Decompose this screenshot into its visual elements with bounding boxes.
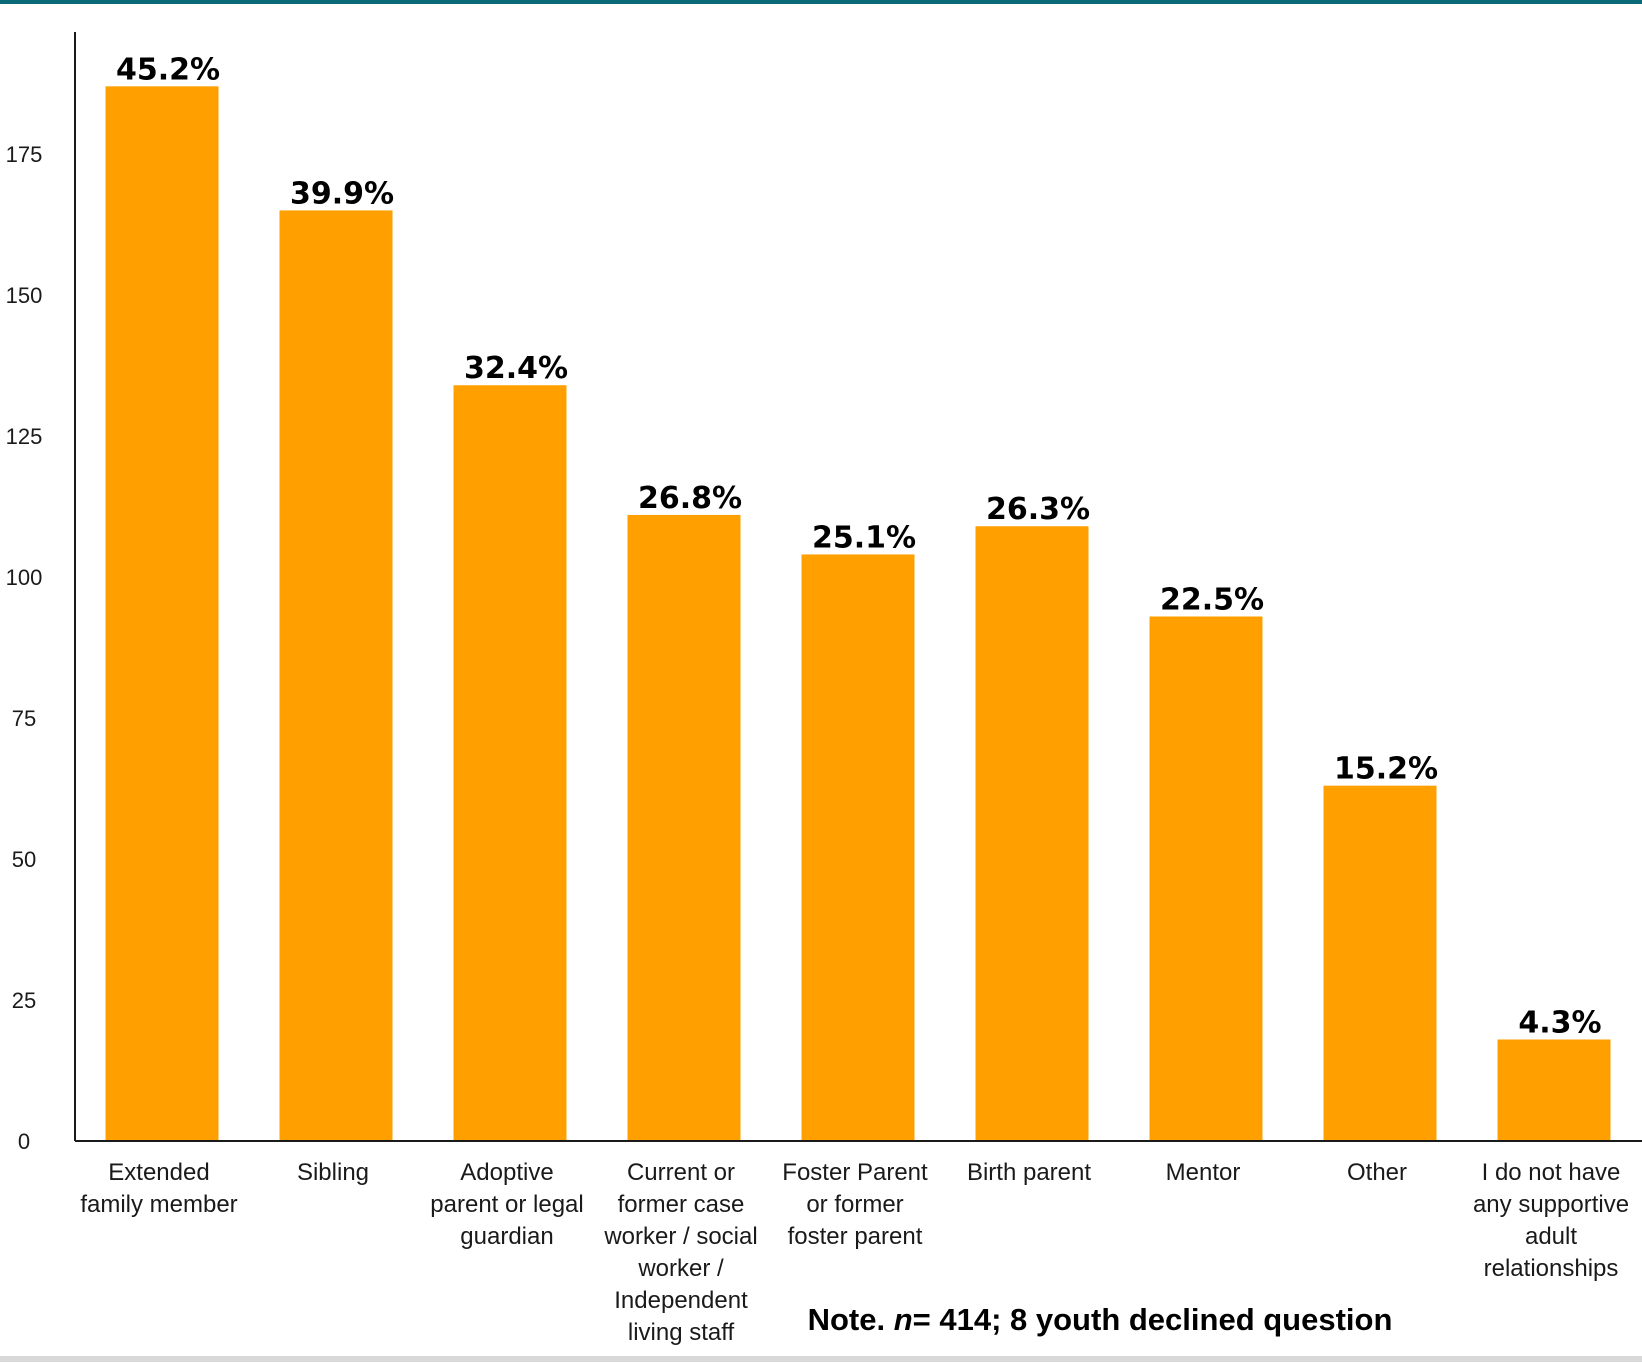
- chart-note: Note. n= 414; 8 youth declined question: [808, 1302, 1393, 1337]
- bar: [105, 86, 219, 1142]
- bar: [975, 526, 1089, 1141]
- y-tick-label: 150: [6, 283, 43, 308]
- x-tick-label: I do not have any supportive adult relation…: [1473, 1159, 1629, 1282]
- data-labels: 45.2% 39.9% 32.4% 26.8% 25.1% 26.3% 22.5% 15.2%…: [116, 52, 1602, 1040]
- x-tick-label-line: worker / social: [603, 1223, 757, 1250]
- x-tick-label: Adoptive parent or legal guardian: [430, 1159, 583, 1250]
- note-n: n: [894, 1302, 913, 1337]
- x-tick-label-line: Foster Parent: [782, 1159, 928, 1186]
- x-tick-label-line: relationships: [1484, 1255, 1619, 1282]
- bar-data-label: 15.2%: [1334, 752, 1438, 787]
- y-tick-label: 125: [6, 424, 43, 449]
- note-prefix: Note.: [808, 1302, 894, 1337]
- bar-data-label: 32.4%: [464, 351, 568, 386]
- x-tick-label-line: Extended: [108, 1159, 209, 1186]
- x-tick-label-line: foster parent: [788, 1223, 923, 1250]
- bar: [1497, 1039, 1611, 1141]
- x-tick-label-line: I do not have: [1482, 1159, 1621, 1186]
- x-tick-label-line: former case: [618, 1191, 745, 1218]
- x-tick-label-line: Birth parent: [967, 1159, 1091, 1186]
- x-tick-label-line: or former: [806, 1191, 903, 1218]
- y-tick-label: 100: [6, 565, 43, 590]
- bars: [105, 86, 1611, 1142]
- y-tick-label: 0: [18, 1129, 30, 1154]
- x-axis-labels: Extended family member Sibling Adoptive pare…: [80, 1159, 1629, 1346]
- x-tick-label-line: Current or: [627, 1159, 735, 1186]
- x-tick-label-line: living staff: [628, 1319, 735, 1346]
- x-tick-label: Sibling: [297, 1159, 369, 1186]
- x-tick-label: Foster Parent or former foster parent: [782, 1159, 928, 1250]
- bar: [279, 210, 393, 1141]
- bar-data-label: 25.1%: [812, 520, 916, 555]
- x-tick-label: Mentor: [1166, 1159, 1241, 1186]
- x-tick-label-line: adult: [1525, 1223, 1577, 1250]
- bar-data-label: 26.3%: [986, 492, 1090, 527]
- x-tick-label-line: Independent: [614, 1287, 748, 1314]
- x-tick-label-line: parent or legal: [430, 1191, 583, 1218]
- x-tick-label: Current or former case worker / social work…: [603, 1159, 757, 1346]
- y-tick-label: 75: [12, 706, 36, 731]
- bar: [1323, 785, 1437, 1141]
- bar: [1149, 616, 1263, 1141]
- x-tick-label-line: any supportive: [1473, 1191, 1629, 1218]
- x-tick-label-line: family member: [80, 1191, 237, 1218]
- bar-data-label: 45.2%: [116, 52, 220, 87]
- x-tick-label-line: Sibling: [297, 1159, 369, 1186]
- bar-data-label: 4.3%: [1518, 1005, 1601, 1040]
- x-tick-label-line: worker /: [637, 1255, 724, 1282]
- bar: [801, 554, 915, 1141]
- top-rule: [0, 0, 1642, 4]
- bar-data-label: 26.8%: [638, 481, 742, 516]
- bar: [627, 514, 741, 1141]
- bar-data-label: 22.5%: [1160, 582, 1264, 617]
- bar: [453, 385, 567, 1141]
- x-tick-label: Birth parent: [967, 1159, 1091, 1186]
- x-tick-label: Other: [1347, 1159, 1407, 1186]
- y-tick-label: 175: [6, 142, 43, 167]
- y-axis-ticks: 0 25 50 75 100 125 150 175: [6, 142, 43, 1154]
- x-tick-label-line: Mentor: [1166, 1159, 1241, 1186]
- x-tick-label: Extended family member: [80, 1159, 237, 1218]
- y-tick-label: 25: [12, 988, 36, 1013]
- x-tick-label-line: Other: [1347, 1159, 1407, 1186]
- y-tick-label: 50: [12, 847, 36, 872]
- bottom-rule: [0, 1356, 1642, 1362]
- bar-data-label: 39.9%: [290, 176, 394, 211]
- x-tick-label-line: guardian: [460, 1223, 553, 1250]
- note-suffix: = 414; 8 youth declined question: [913, 1302, 1393, 1337]
- x-tick-label-line: Adoptive: [460, 1159, 553, 1186]
